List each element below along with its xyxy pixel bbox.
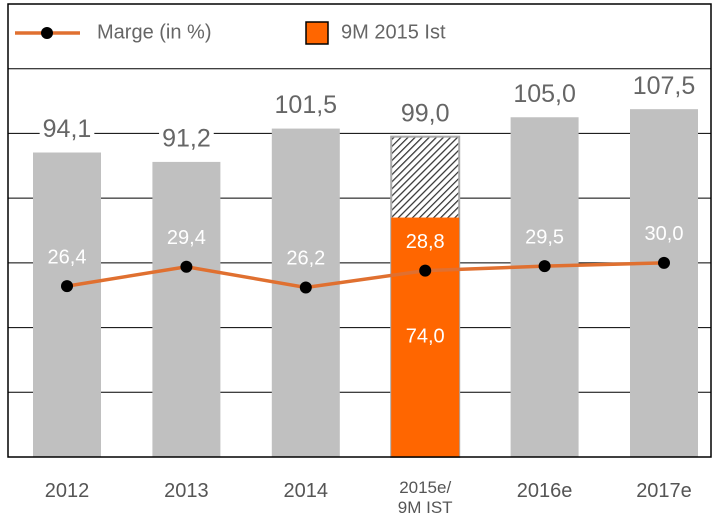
- bar-value-label: 91,2: [162, 125, 211, 153]
- segment-value-label: 74,0: [406, 326, 445, 348]
- line-value-label: 26,2: [286, 248, 325, 270]
- x-tick-label: 2015e/ 9M IST: [397, 478, 453, 517]
- line-value-label: 30,0: [645, 223, 684, 245]
- bar: [33, 152, 101, 457]
- bar-value-label: 99,0: [401, 99, 450, 127]
- line-value-label: 29,5: [525, 226, 564, 248]
- line-value-label: 29,4: [167, 227, 206, 249]
- line-value-label: 28,8: [406, 231, 445, 253]
- x-tick-label: 2013: [164, 480, 209, 502]
- bar-value-label: 94,1: [43, 115, 92, 143]
- x-tick-label: 2017e: [636, 480, 692, 502]
- legend-label: Marge (in %): [97, 21, 211, 43]
- bar-value-label: 101,5: [275, 91, 338, 119]
- label-background: [510, 81, 579, 110]
- line-value-label: 26,4: [48, 246, 87, 268]
- line-point: [61, 280, 73, 293]
- label-background: [629, 73, 699, 102]
- line-point: [419, 264, 432, 277]
- legend-marker: [41, 27, 53, 39]
- bar: [152, 161, 221, 457]
- label-background: [271, 92, 341, 121]
- line-point: [180, 260, 193, 273]
- x-tick-label: 2012: [44, 480, 90, 502]
- plot-frame: [7, 3, 712, 458]
- label-background: [159, 125, 214, 154]
- line-point: [299, 281, 312, 294]
- bar-value-label: 107,5: [633, 72, 696, 100]
- x-tick-label: 2014: [283, 480, 329, 502]
- bar: [510, 117, 579, 457]
- legend-swatch: [305, 21, 329, 45]
- line-point: [658, 256, 670, 269]
- segment-bar: [391, 217, 460, 457]
- bar: [630, 109, 698, 458]
- legend-label: 9M 2015 Ist: [341, 21, 446, 43]
- line: [66, 261, 665, 290]
- x-tick-label: 2016e: [516, 480, 573, 502]
- line-point: [538, 260, 551, 273]
- bar-value-label: 105,0: [513, 80, 576, 108]
- label-background: [397, 100, 453, 129]
- label-background: [39, 116, 95, 145]
